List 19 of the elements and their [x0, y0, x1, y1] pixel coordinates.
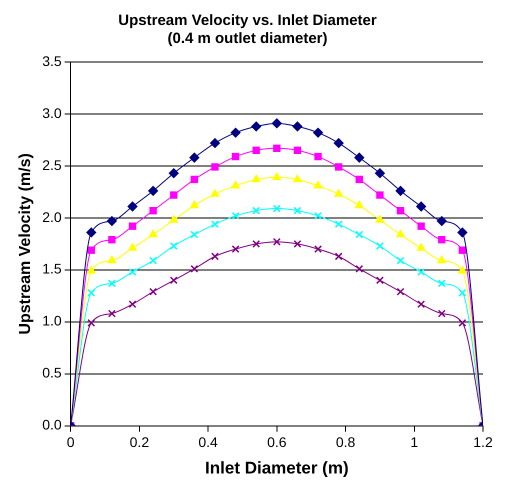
- x-tick-label: 0.6: [267, 434, 287, 450]
- x-tick-label: 1: [410, 434, 418, 450]
- y-axis-title: Upstream Velocity (m/s): [17, 153, 34, 335]
- x-tick-label: 0.4: [198, 434, 218, 450]
- x-tick-label: 0: [66, 434, 75, 450]
- text: Upstream Velocity vs. Inlet Diameter: [118, 12, 377, 30]
- x-tick-label: 0.2: [130, 434, 150, 450]
- y-tick-label: 0.5: [42, 364, 62, 381]
- x-axis-title: Inlet Diameter (m): [205, 458, 349, 478]
- y-tick-label: 2.0: [42, 208, 62, 225]
- y-tick-label: 1.0: [42, 312, 62, 329]
- y-tick-label: 3.5: [42, 52, 62, 69]
- x-tick-label: 0.8: [336, 434, 356, 450]
- y-tick-label: 1.5: [42, 260, 62, 277]
- y-tick-label: 0.0: [42, 416, 62, 433]
- y-tick-label: 2.5: [42, 156, 62, 173]
- x-tick-label: 1.2: [473, 434, 493, 450]
- y-tick-label: 3.0: [42, 104, 62, 121]
- text: (0.4 m outlet diameter): [167, 30, 328, 48]
